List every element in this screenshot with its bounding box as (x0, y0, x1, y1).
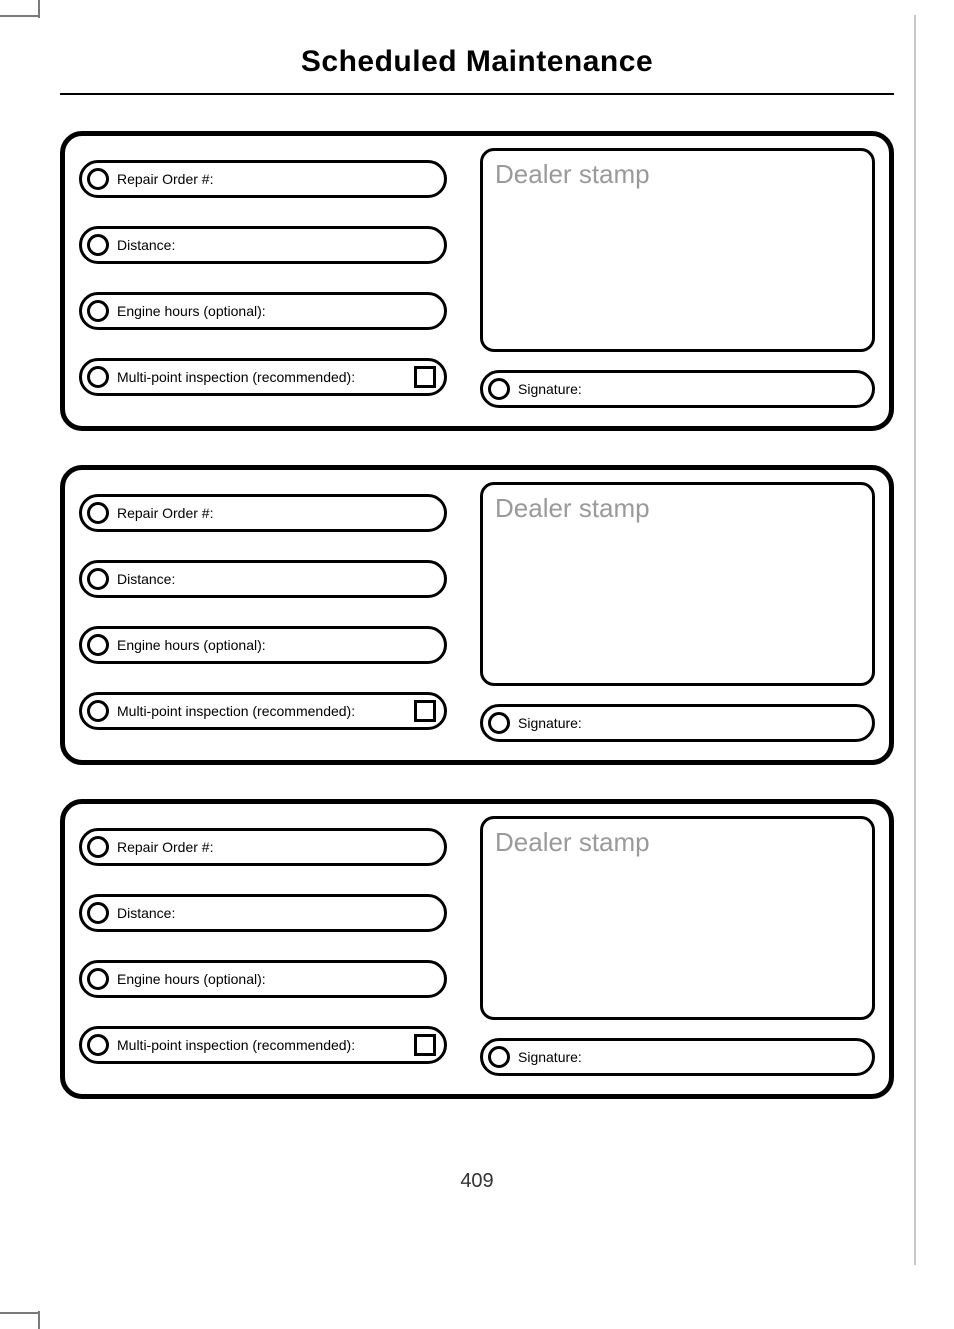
crop-mark (914, 15, 916, 1265)
maintenance-card: Repair Order #: Distance: Engine hours (… (60, 799, 894, 1099)
maintenance-card: Repair Order #: Distance: Engine hours (… (60, 131, 894, 431)
dealer-stamp-box[interactable]: Dealer stamp (480, 816, 875, 1020)
crop-mark (0, 15, 40, 17)
signature-field[interactable]: Signature: (480, 704, 875, 742)
signature-label: Signature: (518, 381, 582, 397)
bullet-icon (87, 700, 109, 722)
engine-hours-field[interactable]: Engine hours (optional): (79, 960, 447, 998)
distance-field[interactable]: Distance: (79, 560, 447, 598)
bullet-icon (87, 300, 109, 322)
repair-order-field[interactable]: Repair Order #: (79, 828, 447, 866)
title-rule (60, 93, 894, 95)
repair-order-label: Repair Order #: (117, 839, 213, 855)
repair-order-field[interactable]: Repair Order #: (79, 494, 447, 532)
left-column: Repair Order #: Distance: Engine hours (… (79, 160, 447, 396)
distance-label: Distance: (117, 905, 175, 921)
signature-label: Signature: (518, 715, 582, 731)
engine-hours-label: Engine hours (optional): (117, 971, 266, 987)
multipoint-checkbox[interactable] (414, 1034, 436, 1056)
bullet-icon (87, 634, 109, 656)
multipoint-field[interactable]: Multi-point inspection (recommended): (79, 692, 447, 730)
dealer-stamp-label: Dealer stamp (495, 827, 860, 858)
bullet-icon (87, 234, 109, 256)
left-column: Repair Order #: Distance: Engine hours (… (79, 828, 447, 1064)
bullet-icon (87, 902, 109, 924)
page-content: Scheduled Maintenance Repair Order #: Di… (60, 45, 894, 1133)
multipoint-field[interactable]: Multi-point inspection (recommended): (79, 358, 447, 396)
multipoint-checkbox[interactable] (414, 700, 436, 722)
multipoint-label: Multi-point inspection (recommended): (117, 369, 355, 385)
repair-order-label: Repair Order #: (117, 505, 213, 521)
bullet-icon (488, 1046, 510, 1068)
bullet-icon (87, 836, 109, 858)
distance-label: Distance: (117, 571, 175, 587)
bullet-icon (87, 568, 109, 590)
dealer-stamp-label: Dealer stamp (495, 159, 860, 190)
bullet-icon (488, 378, 510, 400)
multipoint-label: Multi-point inspection (recommended): (117, 1037, 355, 1053)
dealer-stamp-box[interactable]: Dealer stamp (480, 148, 875, 352)
bullet-icon (87, 366, 109, 388)
multipoint-field[interactable]: Multi-point inspection (recommended): (79, 1026, 447, 1064)
crop-mark (38, 0, 40, 18)
multipoint-label: Multi-point inspection (recommended): (117, 703, 355, 719)
bullet-icon (87, 168, 109, 190)
bullet-icon (488, 712, 510, 734)
signature-field[interactable]: Signature: (480, 1038, 875, 1076)
distance-label: Distance: (117, 237, 175, 253)
bullet-icon (87, 968, 109, 990)
bullet-icon (87, 502, 109, 524)
engine-hours-field[interactable]: Engine hours (optional): (79, 292, 447, 330)
page-number: 409 (0, 1170, 954, 1193)
signature-label: Signature: (518, 1049, 582, 1065)
distance-field[interactable]: Distance: (79, 226, 447, 264)
repair-order-field[interactable]: Repair Order #: (79, 160, 447, 198)
multipoint-checkbox[interactable] (414, 366, 436, 388)
page-title: Scheduled Maintenance (60, 45, 894, 93)
engine-hours-label: Engine hours (optional): (117, 303, 266, 319)
engine-hours-label: Engine hours (optional): (117, 637, 266, 653)
left-column: Repair Order #: Distance: Engine hours (… (79, 494, 447, 730)
distance-field[interactable]: Distance: (79, 894, 447, 932)
bullet-icon (87, 1034, 109, 1056)
engine-hours-field[interactable]: Engine hours (optional): (79, 626, 447, 664)
repair-order-label: Repair Order #: (117, 171, 213, 187)
dealer-stamp-box[interactable]: Dealer stamp (480, 482, 875, 686)
signature-field[interactable]: Signature: (480, 370, 875, 408)
maintenance-card: Repair Order #: Distance: Engine hours (… (60, 465, 894, 765)
crop-mark (38, 1311, 40, 1329)
crop-mark (0, 1312, 40, 1314)
dealer-stamp-label: Dealer stamp (495, 493, 860, 524)
